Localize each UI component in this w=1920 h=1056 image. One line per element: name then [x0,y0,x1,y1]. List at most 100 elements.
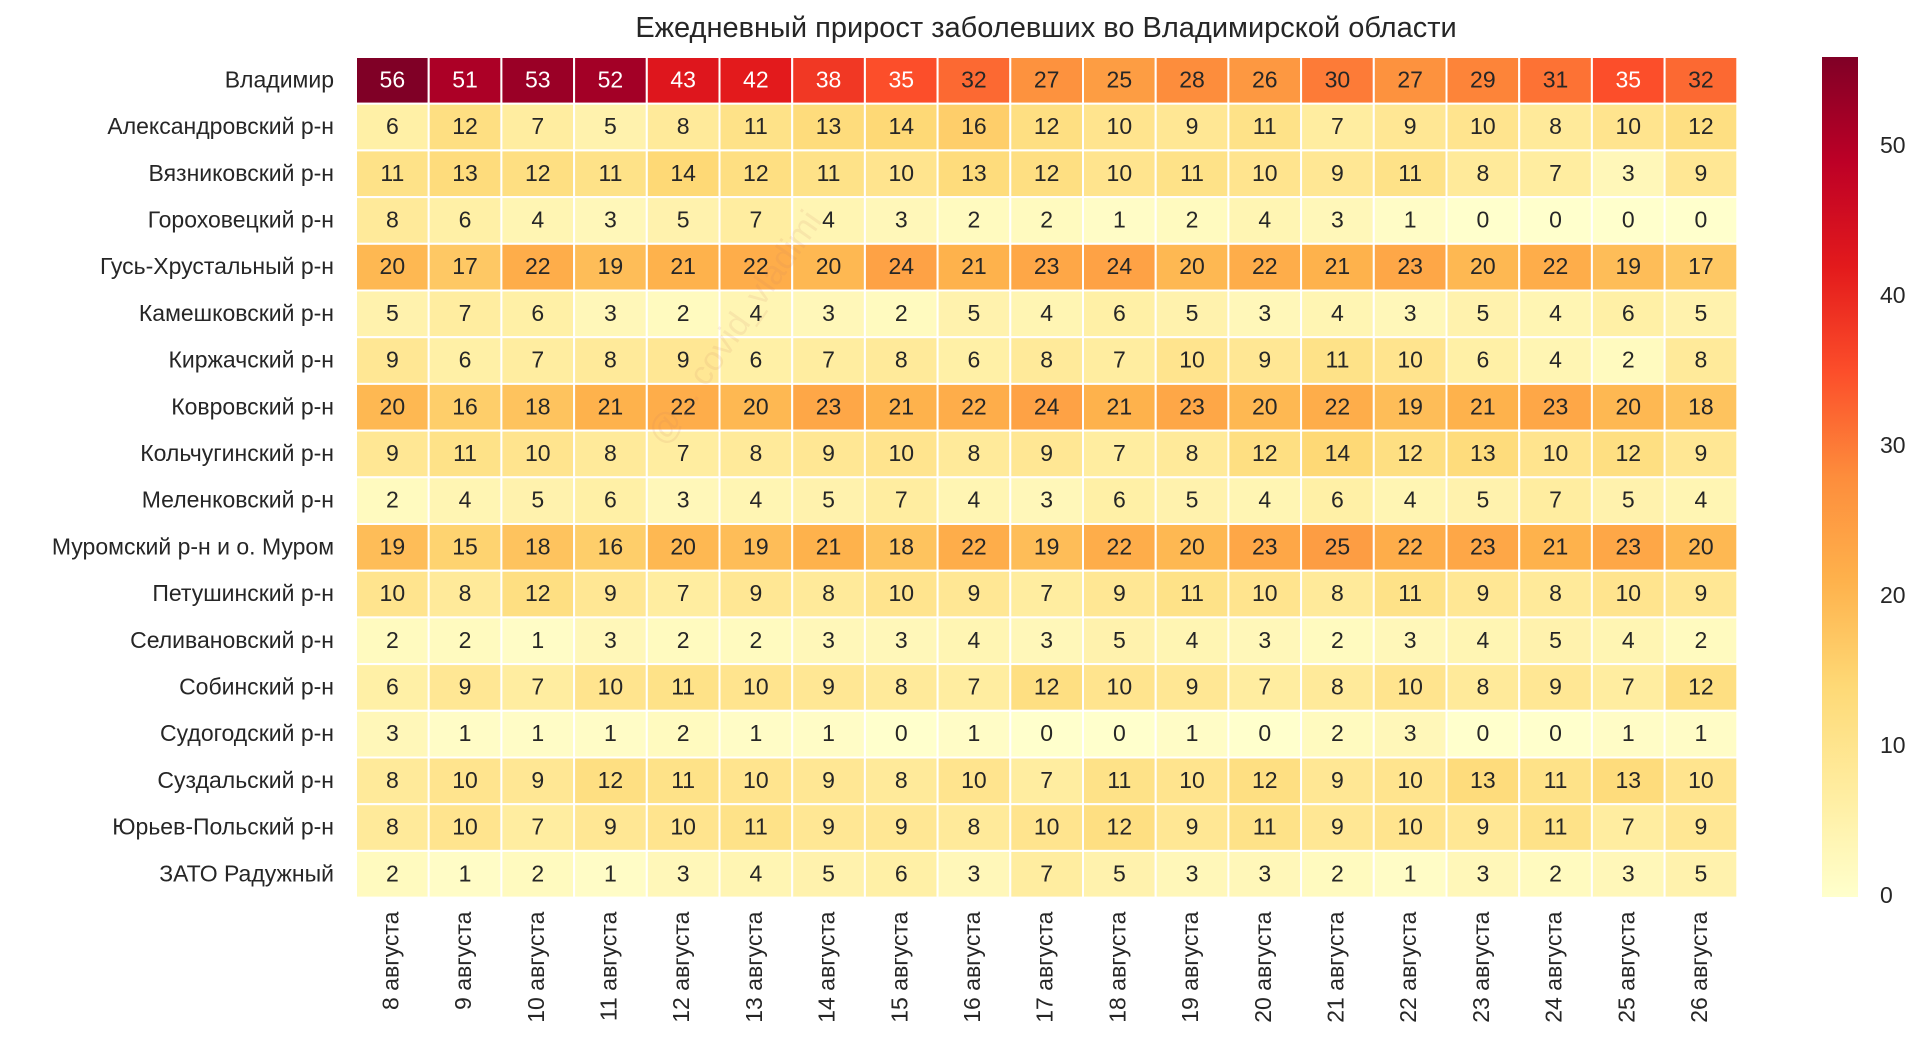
cell-value-label: 6 [459,347,472,373]
cell-value-label: 8 [604,440,617,466]
heatmap-cell [1154,242,1230,292]
cell-value-label: 0 [1040,720,1053,746]
cell-value-label: 12 [743,160,769,186]
heatmap-cell [718,709,794,759]
heatmap-cell [1518,803,1593,852]
cell-value-label: 12 [1034,160,1060,186]
cell-value-label: 3 [1476,860,1489,886]
cell-value-label: 10 [1397,347,1423,373]
heatmap-cell [1154,569,1230,619]
cell-value-label: 4 [531,207,544,233]
heatmap-cell [1227,149,1303,199]
cell-value-label: 4 [459,487,472,513]
cell-value-label: 3 [1404,300,1417,326]
cell-value-label: 21 [816,533,842,559]
heatmap-cell [355,756,430,806]
cell-value-label: 7 [1040,860,1053,886]
cell-value-label: 35 [1615,66,1641,92]
row-label: Кольчугинский р-н [140,440,334,466]
cell-value-label: 23 [1543,393,1569,419]
cell-value-label: 25 [1325,533,1351,559]
heatmap-cell [1445,803,1521,852]
cell-value-label: 4 [1622,627,1635,653]
cell-value-label: 6 [1476,347,1489,373]
cell-value-label: 9 [1331,814,1344,840]
cell-value-label: 9 [459,674,472,700]
cell-value-label: 9 [822,767,835,793]
heatmap-cell [1663,523,1739,572]
cell-value-label: 7 [749,207,762,233]
cell-value-label: 16 [598,533,624,559]
heatmap-cell [1445,149,1521,199]
cell-value-label: 10 [1543,440,1569,466]
cell-value-label: 8 [895,767,908,793]
cell-value-label: 13 [1615,767,1641,793]
cell-value-label: 9 [968,580,981,606]
cell-value-label: 5 [1186,487,1199,513]
cell-value-label: 1 [1622,720,1635,746]
row-label: Камешковский р-н [139,300,334,326]
cell-value-label: 3 [1258,300,1271,326]
heatmap-cell [1227,242,1303,292]
heatmap-cell [863,242,939,292]
cell-value-label: 2 [749,627,762,653]
heatmap-cell [1518,523,1593,572]
heatmap-cell [1445,56,1521,105]
cell-value-label: 27 [1397,66,1423,92]
heatmap-cell [355,849,430,899]
cell-value-label: 6 [968,347,981,373]
cell-value-label: 7 [1113,347,1126,373]
heatmap-cell [863,196,939,245]
cell-value-label: 4 [822,207,835,233]
heatmap-cell [1663,616,1739,666]
heatmap-cell [1445,196,1521,245]
heatmap-cell [1082,476,1157,525]
row-labels: Владимир Александровский р-н Вязниковский … [52,66,334,886]
cell-value-label: 5 [1695,860,1708,886]
cell-value-label: 9 [604,580,617,606]
cell-value-label: 11 [1180,160,1204,186]
heatmap-cell [355,709,430,759]
cell-value-label: 0 [1476,207,1489,233]
row-label: Муромский р-н и о. Муром [52,533,334,559]
cell-value-label: 2 [1331,720,1344,746]
cell-value-label: 4 [749,860,762,886]
heatmap-cell [427,569,503,619]
cell-value-label: 5 [1113,627,1126,653]
heatmap-cell [1445,663,1521,712]
column-label: 19 августа [1177,911,1203,1022]
cell-value-label: 19 [743,533,769,559]
cell-value-label: 2 [677,300,690,326]
cell-value-label: 3 [968,860,981,886]
cell-value-label: 18 [525,393,551,419]
cell-value-label: 4 [749,300,762,326]
cell-value-label: 53 [525,66,551,92]
cell-value-label: 8 [895,674,908,700]
heatmap-cell [500,336,576,385]
cell-value-label: 4 [1186,627,1199,653]
heatmap-cell [936,803,1012,852]
cell-value-label: 1 [822,720,835,746]
heatmap-cell [1518,709,1593,759]
heatmap-cells: 56 51 53 52 43 42 38 35 32 27 25 28 26 30 27 29 31 35 326 1… [355,56,1739,899]
cell-value-label: 10 [888,160,914,186]
row-label: Владимир [225,66,334,92]
cell-value-label: 12 [525,580,551,606]
cell-value-label: 20 [816,253,842,279]
cell-value-label: 5 [1113,860,1126,886]
heatmap-cell [1518,56,1593,105]
cell-value-label: 11 [453,440,477,466]
cell-value-label: 10 [1179,767,1205,793]
cell-value-label: 7 [677,440,690,466]
cell-value-label: 22 [1252,253,1278,279]
cell-value-label: 10 [670,814,696,840]
heatmap-cell [1082,849,1157,899]
heatmap-cell [645,476,721,525]
heatmap-cell [1009,56,1084,105]
row-label: Юрьев-Польский р-н [112,814,334,840]
cell-value-label: 7 [1622,674,1635,700]
cell-value-label: 10 [1252,580,1278,606]
cell-value-label: 23 [1252,533,1278,559]
cell-value-label: 10 [598,674,624,700]
heatmap-cell [1372,56,1448,105]
